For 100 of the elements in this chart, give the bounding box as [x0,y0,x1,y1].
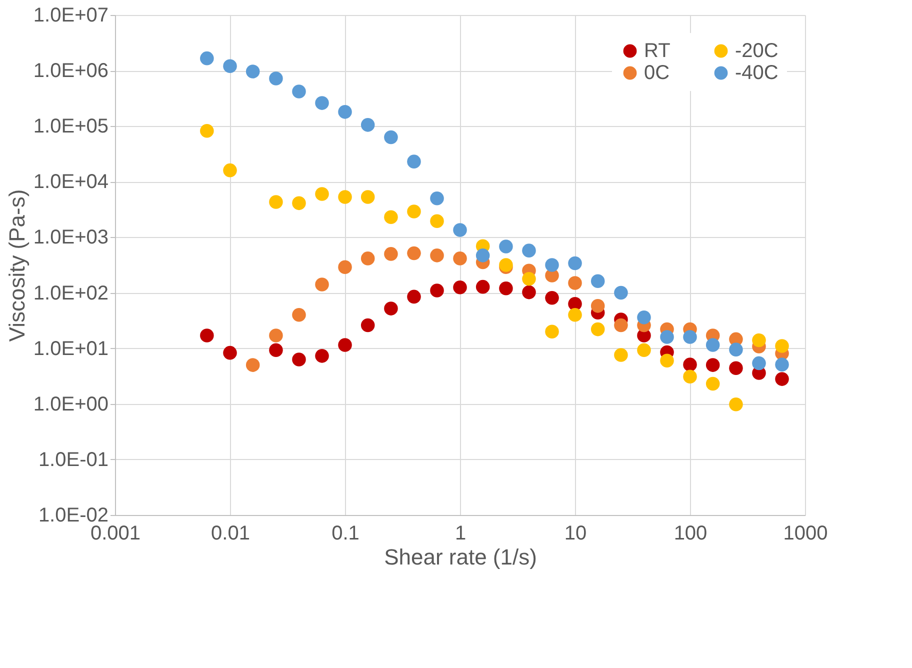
point [545,324,559,338]
point [360,318,375,332]
point [522,244,536,258]
point [545,290,559,305]
point [545,258,559,272]
point [360,252,375,266]
x-tick-label: 1 [454,522,466,544]
point [315,187,329,201]
point [246,358,260,372]
point [200,328,214,342]
x-tick-label: 100 [674,522,708,544]
point [338,338,352,352]
point [338,190,352,204]
point [499,240,513,254]
point [499,282,513,296]
x-tick-label: 0.01 [211,522,250,544]
point [476,248,490,262]
point [223,59,237,74]
point [568,256,582,270]
y-tick-label: 1.0E+03 [33,226,108,249]
point [590,299,605,313]
point [407,290,421,304]
point [292,352,306,366]
point [384,302,398,316]
point [568,276,582,290]
point [269,195,283,209]
point [430,192,444,206]
point [590,322,605,336]
point [706,376,720,391]
point [360,118,375,132]
point [315,96,329,110]
point [200,51,214,66]
point [430,284,444,298]
point [775,339,789,353]
point [683,330,697,344]
point [453,280,467,294]
y-axis-title: Viscosity (Pa-s) [4,189,30,342]
point [338,105,352,119]
point [246,64,260,78]
point [752,356,766,370]
point [729,342,743,356]
point [637,343,651,357]
point [384,210,398,224]
point [223,163,237,178]
legend-label: -20C [735,40,778,62]
point [706,358,720,372]
point [315,349,329,363]
point [407,154,421,168]
point [660,330,674,344]
point [706,338,720,352]
point [729,361,743,376]
point [269,328,283,342]
point [407,246,421,260]
legend-label: 0C [644,62,670,84]
point [292,308,306,322]
y-tick-label: 1.0E+05 [33,116,108,138]
point [315,278,329,292]
y-tick-label: 1.0E+00 [33,393,108,416]
y-tick-label: 1.0E-01 [38,448,108,471]
point [752,333,766,348]
x-tick-label: 10 [564,522,587,544]
point [384,247,398,261]
x-tick-label: 1000 [783,522,828,544]
point [683,370,697,384]
point [430,248,444,262]
y-tick-label: 1.0E+01 [33,338,108,360]
point [476,280,490,294]
point [453,223,467,237]
point [729,398,743,412]
point [614,348,628,362]
point [338,260,352,274]
y-tick-label: 1.0E+06 [33,60,108,82]
point [590,274,605,288]
point [775,372,789,386]
point [407,204,421,218]
y-tick-label: 1.0E+07 [33,4,108,26]
legend-label: -40C [735,62,778,84]
y-tick-label: 1.0E+04 [33,171,108,194]
point [637,310,651,324]
point [292,196,306,210]
point [384,130,398,144]
x-tick-label: 0.1 [332,522,360,544]
legend-label: RT [644,40,670,62]
point [200,124,214,138]
point [614,318,628,332]
point [683,358,697,372]
point [775,358,789,372]
point [430,214,444,228]
point [223,346,237,360]
point [568,308,582,322]
point [269,343,283,357]
point [269,72,283,86]
point [522,272,536,286]
point [453,252,467,266]
y-tick-label: 1.0E+02 [33,282,108,304]
point [360,190,375,204]
point [660,354,674,368]
x-axis-title: Shear rate (1/s) [384,544,537,570]
point [292,84,306,98]
point [614,286,628,300]
